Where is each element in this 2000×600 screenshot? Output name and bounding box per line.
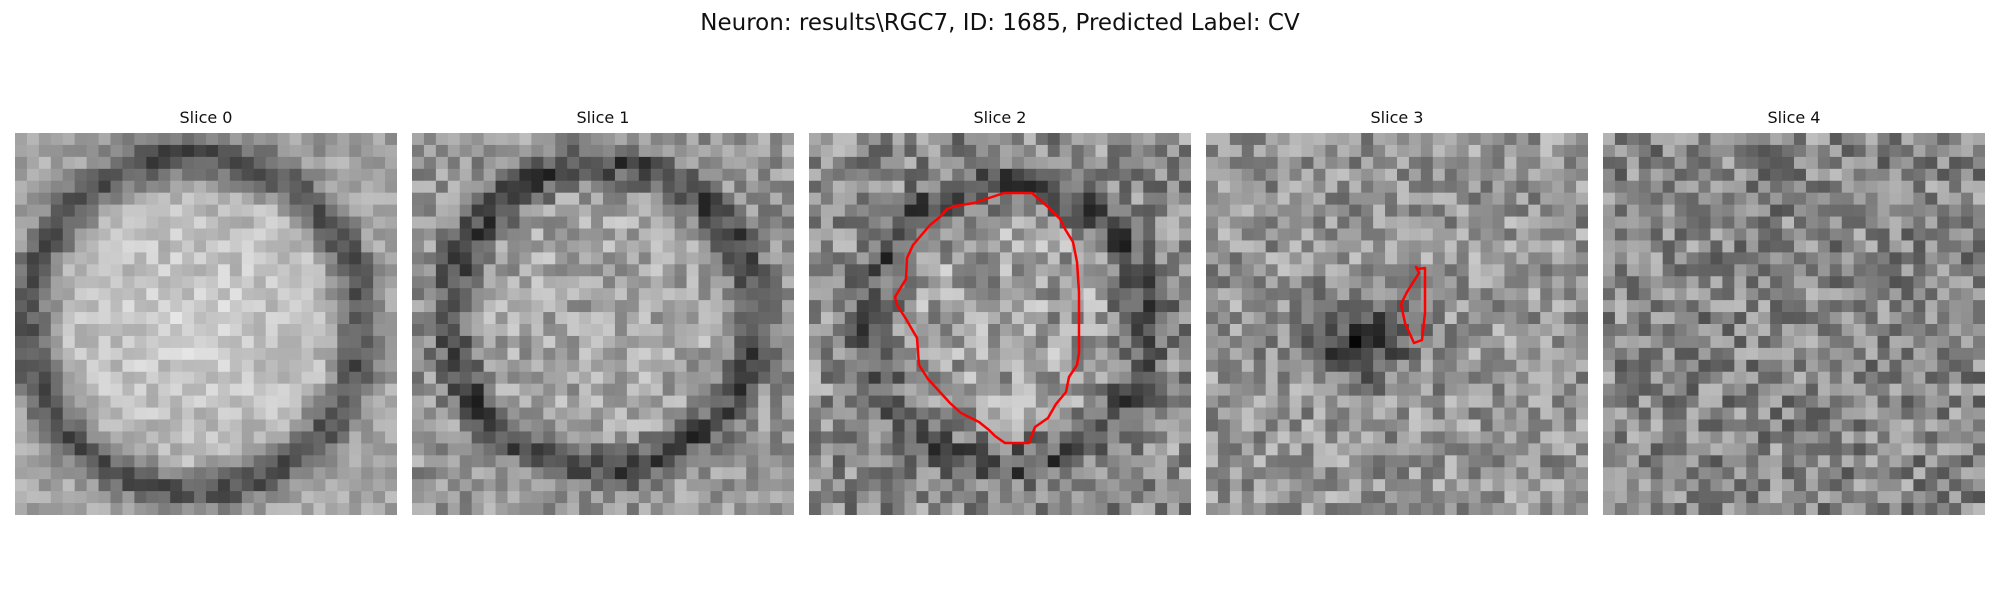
slice-image-0 (15, 133, 397, 515)
slice-image-4 (1603, 133, 1985, 515)
slice-title: Slice 1 (576, 108, 630, 127)
slice-title: Slice 2 (973, 108, 1027, 127)
slice-title: Slice 3 (1370, 108, 1424, 127)
slice-image-1 (412, 133, 794, 515)
slice-image-3 (1206, 133, 1588, 515)
segmentation-contour (893, 191, 1081, 445)
figure-title: Neuron: results\RGC7, ID: 1685, Predicte… (700, 10, 1300, 36)
slice-title: Slice 0 (179, 108, 233, 127)
slice-image-2 (809, 133, 1191, 515)
segmentation-contour (1399, 265, 1427, 345)
slice-title: Slice 4 (1767, 108, 1821, 127)
